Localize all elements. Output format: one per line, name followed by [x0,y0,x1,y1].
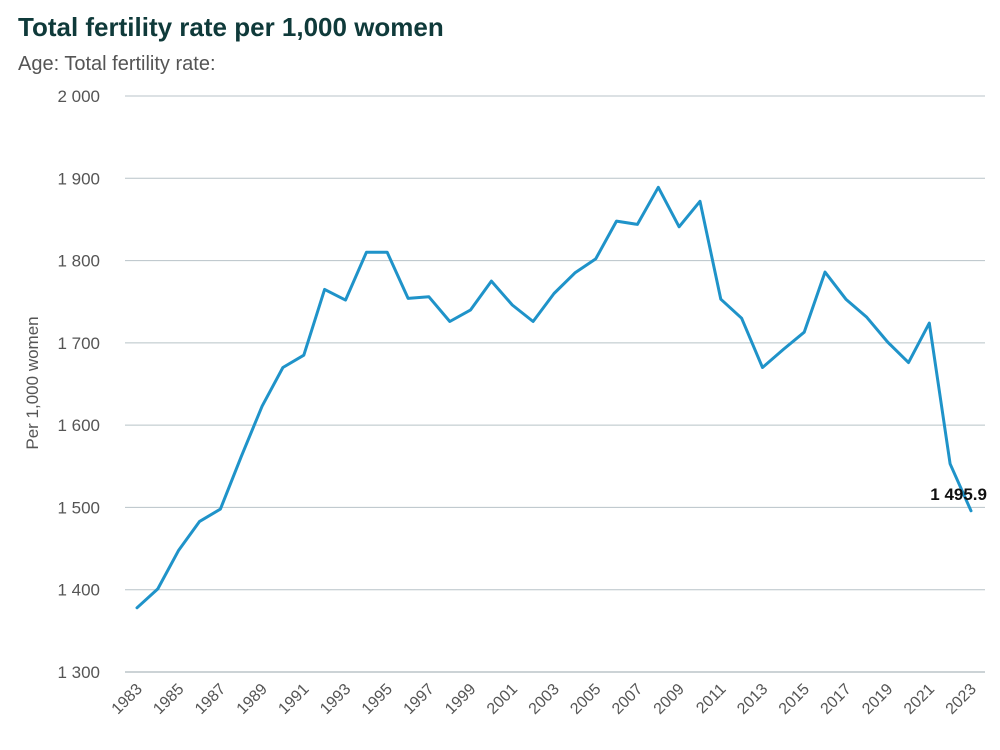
data-point[interactable] [402,292,414,304]
series-group [131,181,977,614]
x-tick-label: 1993 [317,681,354,718]
data-point[interactable] [214,503,226,515]
x-tick-label: 2013 [734,681,771,718]
data-point[interactable] [465,304,477,316]
y-tick-label: 1 900 [57,169,100,188]
data-point[interactable] [360,246,372,258]
data-point[interactable] [256,400,268,412]
x-tick-label: 2003 [526,681,563,718]
x-tick-label: 1995 [359,681,396,718]
x-tick-label: 1991 [275,681,312,718]
data-point[interactable] [694,195,706,207]
y-tick-label: 1 300 [57,663,100,682]
x-tick-label: 1983 [109,681,146,718]
data-point[interactable] [131,602,143,614]
data-point[interactable] [965,505,977,517]
data-point[interactable] [423,291,435,303]
data-point[interactable] [152,583,164,595]
data-point[interactable] [736,312,748,324]
x-tick-label: 2023 [943,681,980,718]
y-axis-label: Per 1,000 women [23,316,42,449]
x-tick-label: 1987 [192,681,229,718]
data-point[interactable] [194,515,206,527]
data-point[interactable] [527,315,539,327]
data-point[interactable] [652,181,664,193]
data-point[interactable] [611,215,623,227]
data-point[interactable] [444,315,456,327]
data-point[interactable] [381,246,393,258]
y-tick-label: 1 400 [57,581,100,600]
data-point[interactable] [277,362,289,374]
data-point[interactable] [173,544,185,556]
data-point[interactable] [506,299,518,311]
x-tick-label: 1989 [234,681,271,718]
data-point[interactable] [902,357,914,369]
data-point[interactable] [861,311,873,323]
data-point[interactable] [715,293,727,305]
data-point[interactable] [569,267,581,279]
y-axis-ticks: 1 300 1 400 1 500 1 600 1 700 1 800 1 900 2 000 [57,87,100,682]
data-point[interactable] [340,294,352,306]
data-point[interactable] [485,275,497,287]
series-line [135,185,973,610]
x-tick-label: 2011 [693,681,729,717]
y-tick-label: 1 600 [57,416,100,435]
data-point[interactable] [840,293,852,305]
x-tick-label: 2001 [484,681,521,718]
data-point[interactable] [548,287,560,299]
data-point[interactable] [235,450,247,462]
data-point[interactable] [944,458,956,470]
chart-title: Total fertility rate per 1,000 women [18,12,444,42]
data-label-last: 1 495.9 [930,485,987,504]
x-tick-label: 2015 [776,681,813,718]
x-tick-label: 1997 [401,681,438,718]
data-point[interactable] [819,266,831,278]
y-tick-label: 1 700 [57,334,100,353]
data-point[interactable] [923,317,935,329]
data-point[interactable] [631,218,643,230]
x-tick-label: 1985 [150,681,187,718]
gridlines [125,95,985,673]
x-tick-label: 2007 [609,681,646,718]
y-tick-label: 2 000 [57,87,100,106]
data-point[interactable] [798,326,810,338]
y-tick-label: 1 500 [57,498,100,517]
x-tick-label: 2017 [818,681,855,718]
data-point[interactable] [673,221,685,233]
data-point[interactable] [590,253,602,265]
chart-subtitle: Age: Total fertility rate: [18,53,216,75]
x-tick-label: 2005 [567,681,604,718]
data-point[interactable] [757,362,769,374]
x-axis-ticks: 1983 1985 1987 1989 1991 1993 1995 1997 1999 2001… [109,681,980,718]
data-point[interactable] [298,349,310,361]
x-tick-label: 2021 [901,681,938,718]
data-point[interactable] [882,336,894,348]
y-tick-label: 1 800 [57,252,100,271]
data-point[interactable] [319,283,331,295]
x-tick-label: 2019 [859,681,896,718]
data-point[interactable] [777,343,789,355]
x-tick-label: 1999 [442,681,479,718]
x-tick-label: 2009 [651,681,688,718]
